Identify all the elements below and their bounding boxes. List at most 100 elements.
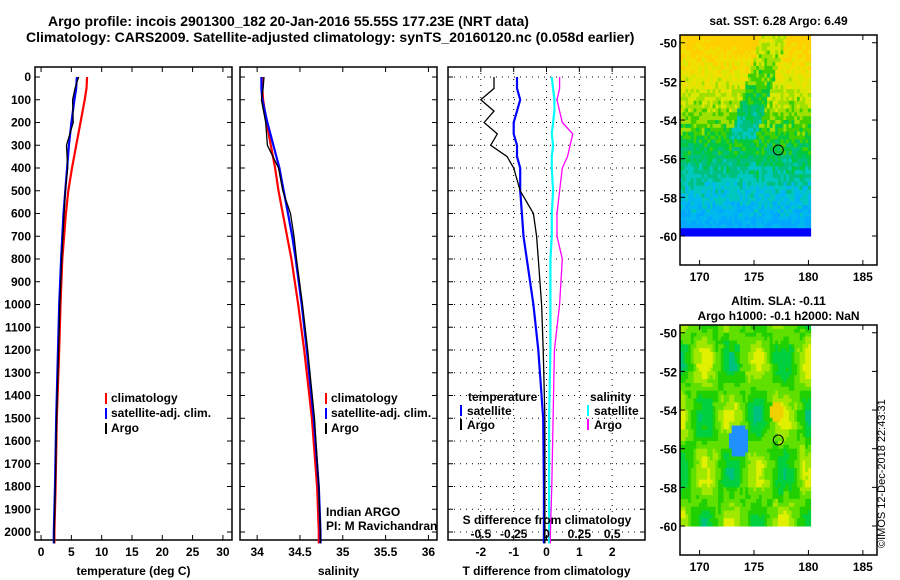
heatmap-cell <box>688 495 692 500</box>
heatmap-cell <box>690 69 695 75</box>
heatmap-cell <box>764 386 768 392</box>
heatmap-cell <box>731 348 735 353</box>
heatmap-cell <box>767 62 771 67</box>
heatmap-cell <box>720 518 725 523</box>
heatmap-cell <box>799 170 803 175</box>
heatmap-cell <box>731 92 735 98</box>
heatmap-cell <box>712 108 716 113</box>
heatmap-cell <box>742 212 746 218</box>
heatmap-cell <box>715 65 719 71</box>
heatmap-cell <box>791 479 795 484</box>
heatmap-cell <box>786 81 790 86</box>
heatmap-cell <box>783 170 787 175</box>
heatmap-cell <box>777 406 782 411</box>
heatmap-cell <box>777 452 782 457</box>
heatmap-cell <box>690 158 695 164</box>
heatmap-cell <box>807 205 812 210</box>
heatmap-cell <box>701 340 705 345</box>
heatmap-cell <box>709 108 714 113</box>
heatmap-cell <box>707 406 711 411</box>
heatmap-cell <box>701 154 705 160</box>
heatmap-cell <box>707 386 711 392</box>
heatmap-cell <box>750 112 754 117</box>
heatmap-cell <box>712 471 716 477</box>
heatmap-cell <box>690 325 695 330</box>
heatmap-cell <box>690 197 695 202</box>
heatmap-cell <box>758 104 763 109</box>
series-line-argo <box>260 76 322 544</box>
heatmap-cell <box>780 344 784 349</box>
heatmap-cell <box>682 506 686 512</box>
heatmap-cell <box>728 421 733 427</box>
heatmap-cell <box>682 375 686 380</box>
heatmap-cell <box>726 220 730 225</box>
heatmap-cell <box>718 390 722 396</box>
heatmap-cell <box>712 62 716 67</box>
heatmap-cell <box>680 108 684 113</box>
heatmap-cell <box>797 174 801 179</box>
heatmap-cell <box>726 464 730 469</box>
heatmap-cell <box>701 162 705 167</box>
heatmap-cell <box>715 131 719 137</box>
heatmap-cell <box>718 425 722 430</box>
heatmap-cell <box>772 498 776 504</box>
heatmap-cell <box>764 425 768 430</box>
heatmap-cell <box>745 340 749 345</box>
depth-tick-label: 900 <box>11 275 31 289</box>
heatmap-cell <box>680 502 684 508</box>
heatmap-cell <box>769 135 774 140</box>
heatmap-cell <box>680 62 684 67</box>
heatmap-cell <box>728 522 733 527</box>
heatmap-cell <box>709 131 714 137</box>
heatmap-cell <box>769 208 774 214</box>
heatmap-cell <box>723 479 727 484</box>
heatmap-cell <box>775 448 779 454</box>
heatmap-cell <box>709 77 714 82</box>
heatmap-cell <box>783 483 787 488</box>
heatmap-cell <box>704 54 708 59</box>
heatmap-cell <box>685 522 689 527</box>
heatmap-cell <box>780 62 784 67</box>
heatmap-cell <box>742 62 746 67</box>
heatmap-cell <box>791 359 795 365</box>
heatmap-cell <box>688 460 692 465</box>
heatmap-cell <box>737 116 741 121</box>
heatmap-cell <box>794 181 798 187</box>
heatmap-cell <box>726 471 730 477</box>
heatmap-cell <box>753 181 757 187</box>
heatmap-cell <box>783 440 787 446</box>
heatmap-cell <box>758 352 763 357</box>
heatmap-cell <box>682 352 686 357</box>
heatmap-cell <box>688 394 692 399</box>
heatmap-cell <box>799 201 803 206</box>
heatmap-cell <box>753 62 757 67</box>
heatmap-cell <box>720 73 725 79</box>
heatmap-cell <box>701 197 705 202</box>
heatmap-cell <box>783 359 787 365</box>
heatmap-cell <box>756 452 760 457</box>
heatmap-cell <box>712 413 716 419</box>
heatmap-cell <box>734 502 738 508</box>
heatmap-cell <box>791 181 795 187</box>
heatmap-cell <box>772 328 776 334</box>
heatmap-cell <box>696 522 700 527</box>
heatmap-cell <box>680 35 684 40</box>
heatmap-cell <box>791 139 795 144</box>
heatmap-cell <box>720 166 725 171</box>
heatmap-cell <box>709 390 714 396</box>
heatmap-cell <box>726 518 730 523</box>
heatmap-cell <box>682 174 686 179</box>
heatmap-cell <box>791 421 795 427</box>
heatmap-cell <box>707 483 711 488</box>
heatmap-cell <box>788 46 793 51</box>
heatmap-cell <box>758 116 763 121</box>
heatmap-cell <box>767 181 771 187</box>
heatmap-cell <box>742 398 746 403</box>
heatmap-cell <box>753 390 757 396</box>
heatmap-cell <box>788 205 793 210</box>
heatmap-cell <box>756 85 760 90</box>
heatmap-cell <box>750 371 754 376</box>
heatmap-cell <box>690 35 695 40</box>
heatmap-cell <box>688 375 692 380</box>
heatmap-cell <box>726 483 730 488</box>
